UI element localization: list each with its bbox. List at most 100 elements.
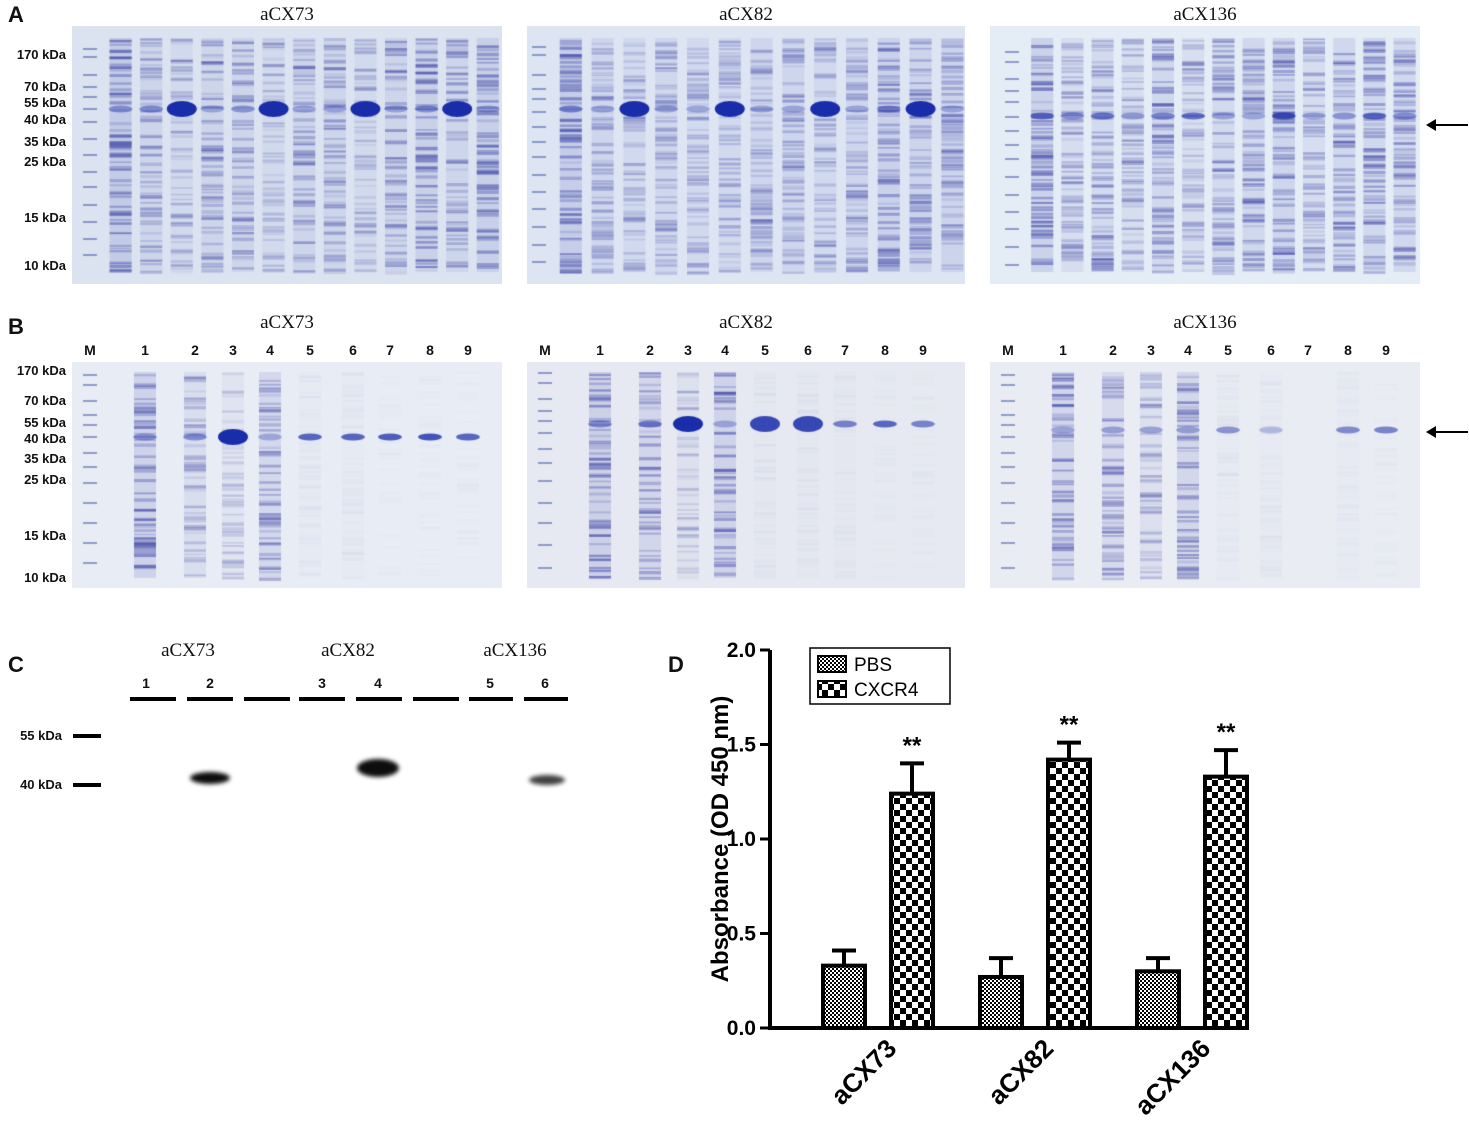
legend-swatch-pbs — [817, 655, 847, 673]
significance-label: ** — [1060, 712, 1079, 739]
lane-label: 1 — [596, 342, 604, 358]
lane-label: 5 — [1224, 342, 1232, 358]
lane-label: 5 — [306, 342, 314, 358]
gel-image — [990, 26, 1420, 284]
blot-lane-label: 6 — [541, 675, 549, 691]
blot-lane-label: 2 — [206, 675, 214, 691]
bar-pbs-acx82 — [978, 974, 1024, 1030]
marker-label-a: 70 kDa — [24, 79, 66, 94]
lane-label: 6 — [1267, 342, 1275, 358]
gel-title: aCX136 — [1173, 4, 1237, 25]
blot-lane-label: 1 — [142, 675, 150, 691]
marker-label-b: 70 kDa — [24, 393, 66, 408]
lane-label: 7 — [841, 342, 849, 358]
marker-label-a: 25 kDa — [24, 154, 66, 169]
lane-label: 9 — [464, 342, 472, 358]
lane-label: 9 — [919, 342, 927, 358]
gel-image — [990, 362, 1420, 588]
marker-label-b: 35 kDa — [24, 451, 66, 466]
y-tick-label: 0.5 — [727, 923, 757, 946]
lane-bar — [469, 697, 513, 701]
marker-label-a: 55 kDa — [24, 95, 66, 110]
marker-label-b: 15 kDa — [24, 528, 66, 543]
lane-label: 3 — [229, 342, 237, 358]
y-tick-label: 2.0 — [727, 639, 756, 662]
bar-cxcr4-acx82 — [1046, 757, 1092, 1030]
lane-label: 9 — [1382, 342, 1390, 358]
marker-label-a: 10 kDa — [24, 258, 66, 273]
lane-label: 3 — [1147, 342, 1155, 358]
gel-title: aCX82 — [719, 4, 773, 25]
lane-bar — [187, 697, 233, 701]
x-category-label: aCX136 — [1129, 1033, 1217, 1121]
gel-title: aCX73 — [260, 4, 314, 25]
lane-label: 5 — [761, 342, 769, 358]
lane-label: 8 — [1344, 342, 1352, 358]
lane-label: 4 — [1184, 342, 1192, 358]
gel-image — [72, 26, 502, 284]
marker-label-a: 170 kDa — [16, 47, 66, 62]
lane-label: 7 — [1304, 342, 1312, 358]
y-tick-label: 1.5 — [727, 734, 757, 757]
x-category-label: aCX82 — [982, 1033, 1059, 1110]
marker-label-a: 15 kDa — [24, 210, 66, 225]
lane-label: 4 — [721, 342, 729, 358]
target-band-arrow — [1426, 426, 1468, 438]
marker-label-a: 35 kDa — [24, 134, 66, 149]
blot-lane-label: 3 — [318, 675, 326, 691]
marker-tick — [73, 734, 101, 738]
lane-label: 8 — [881, 342, 889, 358]
lane-label: 2 — [191, 342, 199, 358]
lane-bar — [524, 697, 568, 701]
legend-label-pbs: PBS — [854, 655, 892, 676]
y-axis-label: Absorbance (OD 450 nm) — [707, 696, 734, 983]
panel-a-letter: A — [8, 2, 24, 27]
gel-image — [527, 26, 965, 284]
blot-marker-label: 55 kDa — [20, 728, 62, 743]
absorbance-bar-chart: 0.0 0.5 1.0 1.5 2.0 Absorbance (OD 450 nm) ** a… — [707, 639, 1249, 1121]
significance-label: ** — [903, 732, 922, 759]
y-tick-label: 1.0 — [727, 828, 756, 851]
bar-pbs-acx73 — [821, 963, 867, 1031]
legend-label-cxcr4: CXCR4 — [854, 680, 919, 701]
lane-label: 3 — [684, 342, 692, 358]
lane-label: 6 — [349, 342, 357, 358]
panel-c-letter: C — [8, 652, 24, 677]
lane-label: M — [84, 342, 96, 358]
lane-bar — [299, 697, 345, 701]
lane-bar — [413, 697, 459, 701]
western-band — [529, 775, 565, 785]
lane-label: 2 — [646, 342, 654, 358]
gel-title: aCX73 — [260, 312, 314, 333]
bar-cxcr4-acx136 — [1203, 774, 1249, 1030]
lane-label: 1 — [1059, 342, 1067, 358]
lane-label: 6 — [804, 342, 812, 358]
blot-group-title: aCX136 — [483, 640, 547, 661]
lane-label: 7 — [386, 342, 394, 358]
lane-label: 2 — [1109, 342, 1117, 358]
gel-image — [72, 362, 502, 588]
y-tick-label: 0.0 — [727, 1017, 756, 1040]
lane-label: M — [539, 342, 551, 358]
blot-marker-label: 40 kDa — [20, 777, 62, 792]
panel-b-letter: B — [8, 314, 24, 339]
marker-label-b: 40 kDa — [24, 431, 66, 446]
marker-label-a: 40 kDa — [24, 112, 66, 127]
blot-group-title: aCX73 — [161, 640, 215, 661]
lane-bar — [130, 697, 176, 701]
gel-image — [527, 362, 965, 588]
legend-swatch-cxcr4 — [817, 680, 847, 698]
marker-label-b: 55 kDa — [24, 415, 66, 430]
significance-label: ** — [1217, 719, 1236, 746]
gel-title: aCX136 — [1173, 312, 1237, 333]
western-band — [190, 772, 230, 784]
blot-group-title: aCX82 — [321, 640, 375, 661]
marker-label-b: 25 kDa — [24, 472, 66, 487]
gel-title: aCX82 — [719, 312, 773, 333]
lane-label: 1 — [141, 342, 149, 358]
x-category-label: aCX73 — [825, 1033, 902, 1110]
blot-lane-label: 4 — [374, 675, 382, 691]
western-band — [357, 759, 399, 777]
lane-bar — [356, 697, 402, 701]
bar-cxcr4-acx73 — [889, 791, 935, 1030]
